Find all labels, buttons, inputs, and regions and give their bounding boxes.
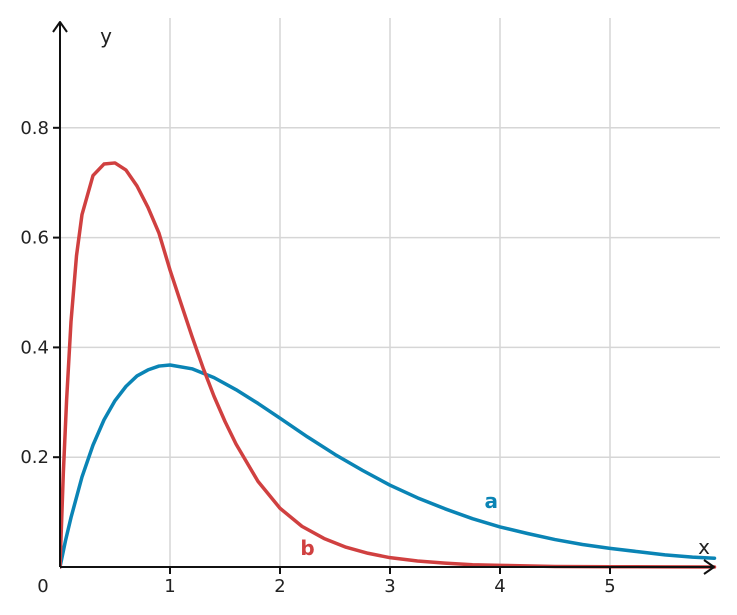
y-axis-arrow-icon — [52, 21, 68, 33]
x-tick-label: 5 — [604, 576, 615, 597]
grid-lines — [60, 18, 720, 567]
x-axis-label: x — [698, 535, 710, 559]
series-b-label: b — [300, 536, 314, 560]
series-a-line — [60, 363, 717, 569]
labels: 1 2 3 4 5 0.2 0.4 0.6 0.8 0 x y a b — [20, 24, 710, 597]
x-tick-label: 1 — [164, 576, 175, 597]
x-axis-arrow-icon — [703, 559, 715, 575]
x-tick-label: 4 — [494, 576, 505, 597]
x-tick-label: 3 — [384, 576, 395, 597]
series-layer — [60, 161, 717, 569]
axes — [52, 21, 715, 575]
x-tick-label: 2 — [274, 576, 285, 597]
y-tick-label: 0.2 — [20, 447, 49, 468]
y-axis-label: y — [100, 24, 112, 48]
y-tick-label: 0.4 — [20, 337, 49, 358]
origin-label: 0 — [37, 576, 48, 597]
y-tick-label: 0.8 — [20, 118, 49, 139]
series-b-line — [60, 161, 717, 569]
y-tick-label: 0.6 — [20, 228, 49, 249]
series-a-label: a — [484, 489, 498, 513]
